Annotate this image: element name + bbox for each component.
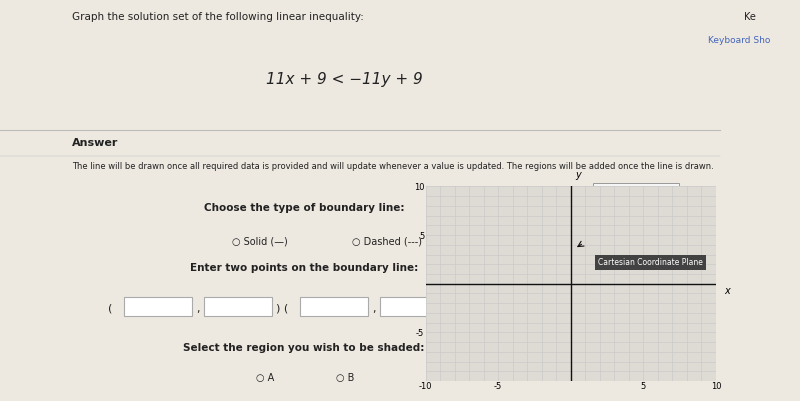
Text: y: y xyxy=(575,170,581,180)
Text: Cartesian Coordinate Plane: Cartesian Coordinate Plane xyxy=(598,258,703,267)
Text: (: ( xyxy=(108,304,112,314)
FancyBboxPatch shape xyxy=(204,297,272,316)
Text: Select the region you wish to be shaded:: Select the region you wish to be shaded: xyxy=(183,343,425,353)
FancyBboxPatch shape xyxy=(124,297,192,316)
Text: ) (: ) ( xyxy=(276,304,288,314)
Text: ): ) xyxy=(452,304,456,314)
Text: Ke: Ke xyxy=(744,12,756,22)
Text: ,: , xyxy=(372,304,375,314)
FancyBboxPatch shape xyxy=(300,297,368,316)
FancyBboxPatch shape xyxy=(380,297,448,316)
Text: Enter two points on the boundary line:: Enter two points on the boundary line: xyxy=(190,263,418,273)
Text: The line will be drawn once all required data is provided and will update whenev: The line will be drawn once all required… xyxy=(72,162,714,171)
Text: Answer: Answer xyxy=(72,138,118,148)
Text: 11x + 9 < −11y + 9: 11x + 9 < −11y + 9 xyxy=(266,72,422,87)
Text: x: x xyxy=(725,286,730,296)
Text: ○ B: ○ B xyxy=(336,373,354,383)
Text: ,: , xyxy=(196,304,199,314)
Text: ○ Solid (—): ○ Solid (—) xyxy=(232,237,288,247)
Text: Choose the type of boundary line:: Choose the type of boundary line: xyxy=(204,203,404,213)
Text: Graph the solution set of the following linear inequality:: Graph the solution set of the following … xyxy=(72,12,364,22)
Text: Enable Zoom/Pan: Enable Zoom/Pan xyxy=(597,186,675,195)
Text: ○ A: ○ A xyxy=(256,373,274,383)
Text: Keyboard Sho: Keyboard Sho xyxy=(708,36,770,45)
Text: ○ Dashed (---): ○ Dashed (---) xyxy=(352,237,422,247)
